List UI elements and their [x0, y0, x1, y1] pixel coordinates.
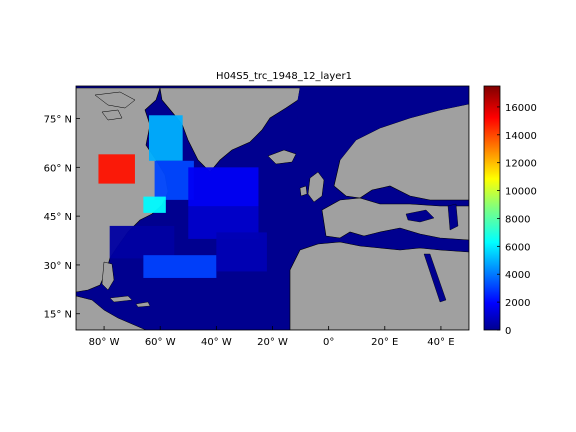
- heatmap-cell: [188, 167, 259, 207]
- water-black-sea: [405, 209, 435, 223]
- colorbar-tick-label: 6000: [505, 242, 530, 253]
- heatmap-cell: [148, 115, 183, 161]
- x-tick-label: 80° W: [89, 337, 120, 348]
- heatmap-cell: [154, 160, 194, 200]
- x-tick-label: 0°: [323, 337, 334, 348]
- colorbar-tick-label: 16000: [505, 103, 537, 114]
- colorbar-tick-label: 10000: [505, 187, 537, 198]
- colorbar-tick-label: 0: [505, 326, 511, 337]
- land-florida: [101, 261, 115, 291]
- y-tick-label: 15° N: [44, 310, 72, 321]
- colorbar-tick-label: 12000: [505, 159, 537, 170]
- heatmap-cell: [109, 225, 175, 259]
- chart-title: H04S5_trc_1948_12_layer1: [216, 71, 352, 82]
- water-caspian: [447, 203, 459, 231]
- y-axis: 75° N 60° N 45° N 30° N 15° N: [44, 115, 80, 321]
- land-iceland: [267, 149, 297, 165]
- land-europe: [321, 197, 469, 241]
- map-axes: 80° W 60° W 40° W 20° W 0° 20° E 40° E 75° N 60…: [44, 85, 470, 348]
- x-tick-label: 40° E: [427, 337, 454, 348]
- x-tick-label: 20° E: [371, 337, 398, 348]
- y-tick-label: 30° N: [44, 261, 72, 272]
- colorbar-tick-label: 8000: [505, 214, 530, 225]
- land-layer: [76, 87, 469, 330]
- colorbar-tick-label: 2000: [505, 298, 530, 309]
- x-tick-label: 40° W: [201, 337, 232, 348]
- x-tick-label: 60° W: [145, 337, 176, 348]
- x-axis: 80° W 60° W 40° W 20° W 0° 20° E 40° E: [89, 326, 455, 348]
- heatmap-cell: [98, 154, 135, 184]
- water-arctic: [296, 88, 469, 160]
- heatmap-cell: [143, 255, 217, 278]
- land-central-america: [76, 295, 147, 330]
- colorbar-tick-label: 4000: [505, 270, 530, 281]
- water-red-sea: [423, 253, 447, 303]
- land-africa: [289, 241, 469, 330]
- heatmap-cell: [143, 196, 166, 213]
- x-tick-label: 20° W: [257, 337, 288, 348]
- land-caribbean: [109, 295, 151, 308]
- heatmap-cell: [216, 232, 267, 272]
- y-tick-label: 75° N: [44, 115, 72, 126]
- colorbar-tick-label: 14000: [505, 131, 537, 142]
- heatmap-cells: [98, 115, 267, 278]
- land-arctic-islands: [94, 91, 136, 121]
- colorbar-gradient: [483, 85, 501, 331]
- colorbar-ticks: 0 2000 4000 6000 8000 10000 12000 14000 16000: [497, 103, 537, 337]
- y-tick-label: 60° N: [44, 163, 72, 174]
- y-tick-label: 45° N: [44, 212, 72, 223]
- colorbar: 0 2000 4000 6000 8000 10000 12000 14000 16000: [483, 85, 537, 337]
- land-british-isles: [299, 171, 325, 203]
